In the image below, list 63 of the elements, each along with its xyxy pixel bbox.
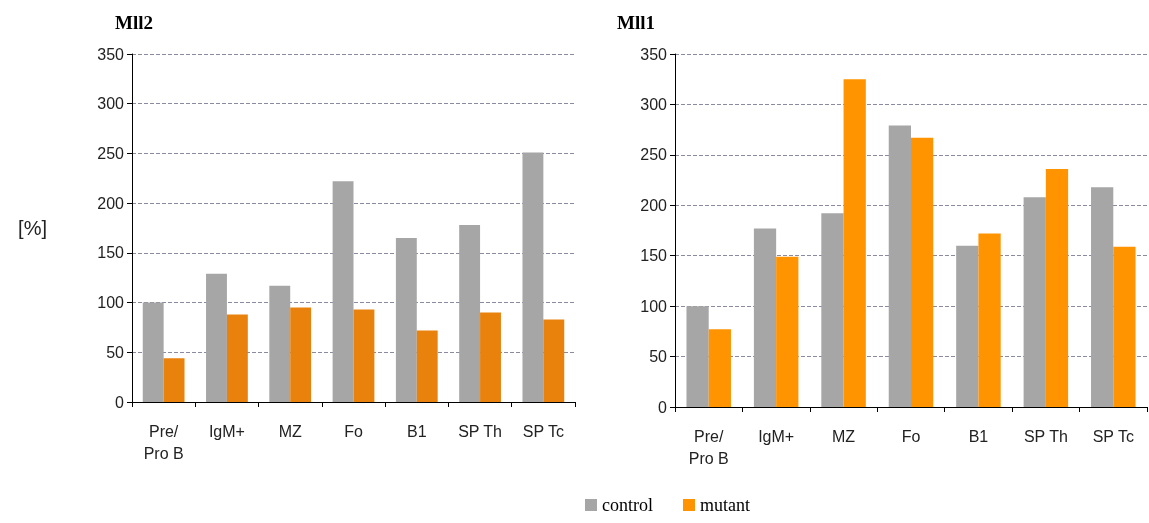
bar <box>753 228 777 407</box>
bar <box>776 256 799 407</box>
x-tick-label: SP Th <box>458 422 503 440</box>
x-tick-label: IgM+ <box>208 422 245 440</box>
x-tick-label: Fo <box>344 422 363 440</box>
x-tick-label: Fo <box>901 427 921 445</box>
bar <box>416 330 438 402</box>
x-tick-label: SP Tc <box>522 422 564 440</box>
y-tick-label: 250 <box>640 146 668 164</box>
bar <box>332 181 354 402</box>
legend-label: mutant <box>699 495 750 515</box>
y-tick-label: 250 <box>97 144 125 162</box>
bar <box>206 273 227 402</box>
bar <box>459 225 481 402</box>
y-tick-label: 350 <box>97 45 125 63</box>
bar <box>353 309 375 402</box>
x-tick-label: IgM+ <box>758 427 795 445</box>
x-tick-label: SP Tc <box>1092 427 1134 445</box>
y-tick-label: 100 <box>97 294 125 312</box>
chart-title: Mll2 <box>115 12 153 33</box>
bar <box>142 302 164 402</box>
bar <box>1113 246 1136 407</box>
y-axis-title: [%] <box>18 217 47 239</box>
x-tick-label: B1 <box>968 427 989 445</box>
bar <box>708 329 731 407</box>
y-tick-label: 100 <box>640 297 668 315</box>
bar <box>978 233 1001 407</box>
y-tick-label: 200 <box>640 196 668 214</box>
y-tick-label: 150 <box>97 244 125 262</box>
bar <box>226 314 248 402</box>
bar <box>395 237 417 402</box>
y-tick-label: 350 <box>640 45 668 63</box>
bar <box>1091 187 1114 407</box>
y-tick-label: 300 <box>97 95 125 113</box>
x-tick-label: Pre/ Pro B <box>143 422 184 462</box>
y-tick-label: 200 <box>97 194 125 212</box>
y-tick-label: 0 <box>658 398 668 416</box>
x-tick-label: Pre/ Pro B <box>688 427 729 467</box>
bar <box>290 307 312 402</box>
y-tick-label: 150 <box>640 247 668 265</box>
bar <box>269 285 291 402</box>
bar <box>956 245 979 407</box>
bar <box>163 358 185 402</box>
y-tick-label: 50 <box>106 343 125 361</box>
legend-label: control <box>602 495 653 515</box>
y-tick-label: 300 <box>640 95 668 113</box>
bar <box>543 319 565 402</box>
bar <box>888 125 911 407</box>
bar <box>1045 168 1069 407</box>
bar <box>1023 197 1046 407</box>
x-tick-label: B1 <box>407 422 427 440</box>
bar <box>911 137 934 407</box>
chart-title: Mll1 <box>617 12 655 33</box>
x-tick-label: SP Th <box>1023 427 1068 445</box>
x-tick-label: MZ <box>832 427 856 445</box>
bar <box>821 213 844 407</box>
bar <box>522 152 544 402</box>
bar <box>686 306 709 407</box>
y-tick-label: 0 <box>115 393 125 411</box>
y-tick-label: 50 <box>649 348 668 366</box>
bar <box>843 79 866 407</box>
bar <box>480 312 501 402</box>
x-tick-label: MZ <box>278 422 302 440</box>
